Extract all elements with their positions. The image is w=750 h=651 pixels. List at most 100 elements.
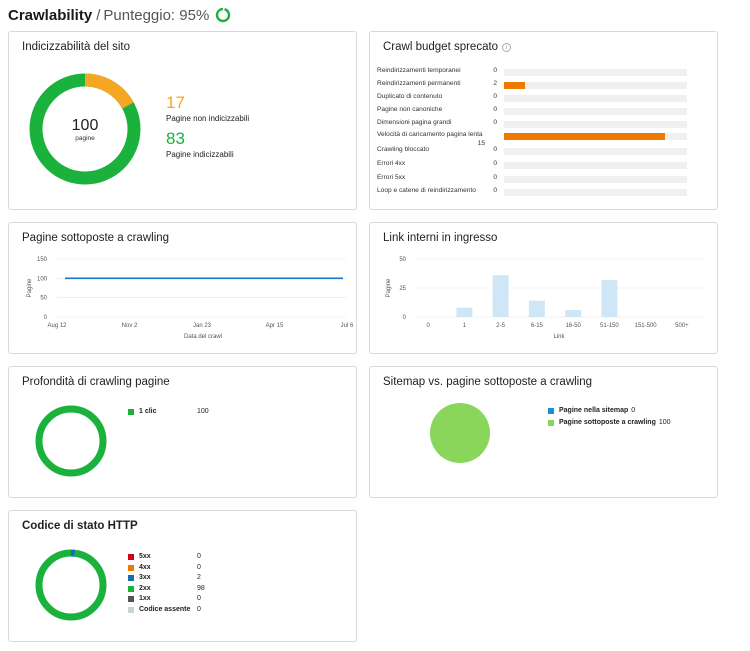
internal-links-bar-chart[interactable]: 50 25 0 0 1 2-5 6-15 16-50 51-150 151-500 500+ Link… bbox=[374, 251, 714, 351]
crawl-depth-card: Profondità di crawling pagine 1 clic 100 bbox=[8, 366, 357, 498]
x-tick-label: Apr 15 bbox=[266, 323, 284, 329]
y-axis-label: Pagine bbox=[386, 278, 392, 297]
budget-row-value: 0 bbox=[493, 174, 497, 181]
x-tick-label: 6-15 bbox=[531, 323, 544, 329]
crawled-pages-card: Pagine sottoposte a crawling 150 100 50 0 Au… bbox=[8, 222, 357, 354]
budget-row[interactable]: Reindirizzamenti permanenti 2 bbox=[377, 80, 697, 92]
bar[interactable] bbox=[601, 279, 618, 317]
budget-row-label: Dimensioni pagina grandi bbox=[377, 119, 452, 126]
sitemap-card: Sitemap vs. pagine sottoposte a crawling… bbox=[369, 366, 718, 498]
budget-row-label: Loop e catene di reindirizzamento bbox=[377, 187, 476, 194]
budget-row-value: 0 bbox=[493, 187, 497, 194]
http-status-donut[interactable] bbox=[33, 547, 109, 623]
legend-label: 4xx bbox=[139, 563, 151, 571]
bar[interactable] bbox=[565, 310, 582, 317]
legend-label: 5xx bbox=[139, 553, 151, 560]
x-tick-label: 1 bbox=[463, 323, 467, 329]
x-tick-label: 16-50 bbox=[565, 323, 581, 329]
non-indexable-label: Pagine non indicizzabili bbox=[166, 114, 250, 123]
info-icon[interactable]: i bbox=[502, 43, 512, 52]
budget-row-track bbox=[504, 176, 687, 183]
budget-row-label: Pagine non canoniche bbox=[377, 106, 443, 113]
legend-value: 100 bbox=[658, 419, 671, 426]
budget-row-value: 2 bbox=[493, 80, 497, 87]
budget-row-bar[interactable] bbox=[504, 82, 526, 89]
budget-row[interactable]: Pagine non canoniche 0 bbox=[377, 106, 697, 118]
bar[interactable] bbox=[456, 307, 473, 317]
http-status-card: Codice di stato HTTP 5xx 0 4xx 0 3xx 2 2xx 98 1x… bbox=[8, 510, 357, 642]
budget-row[interactable]: Errori 5xx 0 bbox=[377, 174, 697, 186]
x-tick-label: 51-150 bbox=[600, 323, 619, 329]
y-tick-label: 25 bbox=[399, 286, 406, 292]
legend-swatch bbox=[128, 554, 134, 560]
legend-swatch bbox=[548, 408, 554, 414]
http-status-title: Codice di stato HTTP bbox=[22, 520, 138, 532]
budget-row-track bbox=[504, 189, 687, 196]
non-indexable-segment[interactable] bbox=[29, 73, 141, 185]
legend-value: 0 bbox=[197, 553, 201, 560]
legend-swatch bbox=[128, 596, 134, 602]
y-tick-label: 100 bbox=[37, 276, 48, 282]
indexability-donut[interactable]: 100 pagine bbox=[25, 69, 145, 189]
budget-row-track bbox=[504, 162, 687, 169]
internal-links-card: Link interni in ingresso 50 25 0 0 1 2-5 6-15 1… bbox=[369, 222, 718, 354]
budget-row[interactable]: Crawling bloccato 0 bbox=[377, 146, 697, 158]
budget-row[interactable]: Loop e catene di reindirizzamento 0 bbox=[377, 187, 697, 199]
crawled-pages-title: Pagine sottoposte a crawling bbox=[22, 232, 170, 244]
x-tick-label: Jan 23 bbox=[193, 323, 212, 329]
internal-links-title: Link interni in ingresso bbox=[383, 232, 498, 244]
crawled-pages-line-chart[interactable]: 150 100 50 0 Aug 12 Nov 2 Jan 23 Apr 15 Jul 6 Dat… bbox=[13, 251, 353, 351]
budget-row-track bbox=[504, 121, 687, 128]
legend-value: 2 bbox=[197, 574, 201, 581]
legend-label: 3xx bbox=[139, 574, 151, 581]
legend-swatch bbox=[128, 585, 134, 592]
budget-row-value: 0 bbox=[493, 160, 497, 167]
budget-row-value: 0 bbox=[493, 93, 497, 100]
legend-value: 0 bbox=[197, 563, 201, 571]
y-tick-label: 0 bbox=[403, 315, 407, 321]
x-tick-label: Nov 2 bbox=[122, 323, 138, 329]
legend-value: 98 bbox=[197, 584, 205, 592]
x-axis-label: Link bbox=[553, 334, 565, 340]
budget-row-track bbox=[504, 82, 687, 89]
indexability-title: Indicizzabilità del sito bbox=[22, 41, 131, 53]
budget-row[interactable]: Errori 4xx 0 bbox=[377, 160, 697, 172]
bar[interactable] bbox=[492, 275, 509, 317]
crawl-budget-title: Crawl budget sprecato i bbox=[383, 41, 512, 53]
page-header: Crawlability / Punteggio: 95% bbox=[8, 4, 231, 26]
budget-row-label: Duplicato di contenuto bbox=[377, 93, 443, 100]
indexable-label: Pagine indicizzabili bbox=[166, 150, 234, 159]
sitemap-title: Sitemap vs. pagine sottoposte a crawling bbox=[383, 376, 593, 388]
non-indexable-count[interactable]: 17 bbox=[166, 93, 185, 112]
crawl-depth-title: Profondità di crawling pagine bbox=[22, 376, 170, 388]
bar[interactable] bbox=[528, 300, 545, 317]
indexable-count[interactable]: 83 bbox=[166, 129, 185, 148]
legend-swatch bbox=[128, 606, 134, 613]
budget-row-label: Errori 4xx bbox=[377, 160, 406, 167]
budget-row-track bbox=[504, 133, 687, 140]
indexability-card[interactable]: Indicizzabilità del sito 100 pagine 17 P… bbox=[8, 31, 357, 210]
y-tick-label: 150 bbox=[37, 257, 48, 263]
budget-row-value: 0 bbox=[493, 119, 497, 126]
budget-row[interactable]: Duplicato di contenuto 0 bbox=[377, 93, 697, 105]
x-axis-label: Data del crawl bbox=[184, 334, 222, 340]
legend-value: 0 bbox=[631, 407, 636, 414]
legend-label: 1xx bbox=[139, 595, 151, 602]
donut-center-value: 100 bbox=[72, 117, 99, 134]
y-tick-label: 50 bbox=[399, 257, 406, 263]
budget-row[interactable]: Reindirizzamenti temporanei 0 bbox=[377, 67, 697, 79]
budget-row-bar[interactable] bbox=[504, 133, 665, 140]
legend-value: 0 bbox=[197, 605, 201, 613]
budget-row[interactable]: Velocità di caricamento pagina lenta 15 bbox=[377, 131, 697, 147]
crawl-depth-donut[interactable] bbox=[33, 403, 109, 479]
crawl-budget-card: Crawl budget sprecato i Reindirizzamenti … bbox=[369, 31, 718, 210]
sitemap-pie[interactable] bbox=[428, 401, 492, 465]
crawl-budget-title-text: Crawl budget sprecato bbox=[383, 41, 499, 53]
score-ring-icon bbox=[216, 7, 231, 23]
legend-value: 100 bbox=[197, 408, 209, 415]
budget-row-value: 0 bbox=[493, 106, 497, 113]
budget-row[interactable]: Dimensioni pagina grandi 0 bbox=[377, 119, 697, 131]
donut-segment[interactable] bbox=[35, 549, 107, 621]
legend-label: Codice assente bbox=[139, 605, 191, 613]
budget-row-label: Reindirizzamenti temporanei bbox=[377, 67, 461, 74]
